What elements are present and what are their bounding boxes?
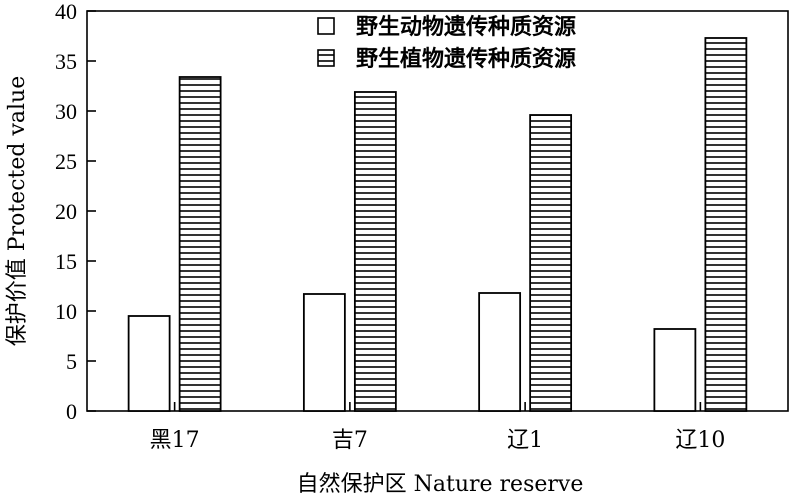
bar-animal bbox=[302, 293, 346, 412]
legend-swatch-animal bbox=[317, 17, 335, 35]
y-axis-title: 保护价值 Protected value bbox=[5, 76, 30, 346]
legend-swatch-plant bbox=[317, 49, 335, 67]
y-tick-label: 25 bbox=[55, 149, 77, 174]
y-tick-label: 15 bbox=[55, 249, 77, 274]
y-tick-label: 0 bbox=[66, 399, 77, 424]
x-category-label: 吉7 bbox=[332, 428, 368, 453]
bar-plant bbox=[529, 114, 573, 412]
bar-animal bbox=[653, 328, 697, 412]
bar-plant bbox=[178, 76, 222, 412]
y-tick-label: 5 bbox=[66, 349, 77, 374]
bars bbox=[127, 37, 748, 412]
y-tick-label: 20 bbox=[55, 199, 77, 224]
x-axis-title: 自然保护区 Nature reserve bbox=[297, 472, 584, 497]
y-tick-label: 40 bbox=[55, 0, 77, 24]
x-category-label: 辽10 bbox=[675, 428, 725, 453]
bar-animal bbox=[478, 292, 522, 412]
legend-label: 野生植物遗传种质资源 bbox=[356, 46, 576, 72]
legend-label: 野生动物遗传种质资源 bbox=[356, 14, 576, 40]
y-tick-label: 10 bbox=[55, 299, 77, 324]
bar-animal bbox=[127, 315, 171, 412]
x-category-label: 辽1 bbox=[507, 428, 543, 453]
bar-plant bbox=[353, 91, 397, 412]
y-tick-label: 35 bbox=[55, 49, 77, 74]
labels: 0 5 10 15 20 25 30 35 40 黑17 吉7 辽1 辽10 自然保护区 Nature r… bbox=[5, 0, 725, 497]
x-category-label: 黑17 bbox=[150, 428, 200, 453]
bar-plant bbox=[704, 37, 748, 412]
axes bbox=[86, 10, 789, 412]
y-tick-label: 30 bbox=[55, 99, 77, 124]
